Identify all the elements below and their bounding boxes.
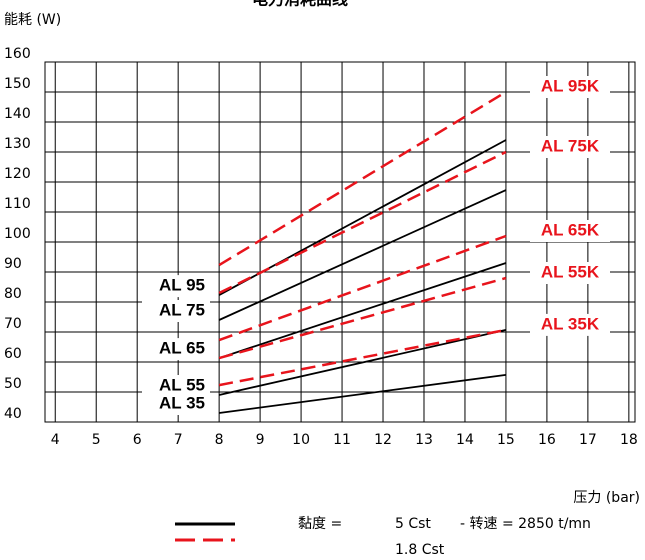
series-label: AL 95 xyxy=(159,276,205,295)
series-label: AL 55K xyxy=(541,262,600,281)
x-tick-label: 16 xyxy=(538,432,556,448)
series-line xyxy=(218,150,507,295)
x-tick-label: 18 xyxy=(620,432,638,448)
legend-solid-label: 5 Cst xyxy=(395,516,431,532)
series-label: AL 65K xyxy=(541,220,600,239)
x-tick-label: 9 xyxy=(256,432,265,448)
x-tick-label: 14 xyxy=(456,432,474,448)
label-bg xyxy=(530,313,610,336)
x-tick-label: 7 xyxy=(174,432,183,448)
y-tick-label: 120 xyxy=(4,166,31,182)
y-tick-label: 80 xyxy=(4,286,22,302)
y-tick-label: 150 xyxy=(4,76,31,92)
y-tick-label: 40 xyxy=(4,406,22,422)
label-bg xyxy=(142,275,210,298)
x-tick-label: 11 xyxy=(333,432,351,448)
x-tick-label: 5 xyxy=(92,432,101,448)
label-bg xyxy=(142,338,210,361)
x-tick-label: 4 xyxy=(51,432,60,448)
legend-prefix: 黏度 = xyxy=(298,516,342,532)
label-bg xyxy=(530,262,610,284)
series-line xyxy=(218,262,507,359)
x-tick-label: 10 xyxy=(292,432,310,448)
series-line xyxy=(218,328,507,387)
label-bg xyxy=(142,300,210,322)
label-bg xyxy=(142,393,210,415)
series-line xyxy=(218,276,507,360)
x-tick-label: 8 xyxy=(215,432,224,448)
y-tick-label: 70 xyxy=(4,316,22,332)
label-bg xyxy=(530,76,610,98)
chart-title: 电力消耗曲线 xyxy=(252,0,348,9)
x-tick-label: 6 xyxy=(133,432,142,448)
y-tick-label: 160 xyxy=(4,46,31,62)
series-label: AL 95K xyxy=(541,76,600,95)
y-tick-label: 90 xyxy=(4,256,22,272)
y-tick-label: 60 xyxy=(4,346,22,362)
y-tick-label: 110 xyxy=(4,196,31,212)
legend-dashed-label: 1.8 Cst xyxy=(395,542,445,558)
y-tick-label: 140 xyxy=(4,106,31,122)
series-line xyxy=(218,329,507,396)
x-tick-label: 12 xyxy=(374,432,392,448)
series-label: AL 65 xyxy=(159,339,205,358)
series-line xyxy=(219,374,507,414)
x-tick-label: 13 xyxy=(415,432,433,448)
series-label: AL 75K xyxy=(541,136,600,155)
x-tick-label: 15 xyxy=(497,432,515,448)
series-label: AL 35K xyxy=(541,314,600,333)
series-label: AL 55 xyxy=(159,375,205,394)
y-tick-label: 130 xyxy=(4,136,31,152)
label-bg xyxy=(142,375,210,397)
series-line xyxy=(218,189,507,321)
y-axis-label: 能耗 (W) xyxy=(4,12,61,28)
series-label: AL 35 xyxy=(159,393,205,412)
series-label: AL 75 xyxy=(159,300,205,319)
label-bg xyxy=(530,220,610,242)
x-axis-label: 压力 (bar) xyxy=(573,490,640,506)
series-line xyxy=(218,234,507,342)
y-tick-label: 100 xyxy=(4,226,31,242)
y-tick-label: 50 xyxy=(4,376,22,392)
series-line xyxy=(218,90,507,267)
x-tick-label: 17 xyxy=(579,432,597,448)
label-bg xyxy=(530,136,610,158)
legend-speed: - 转速 = 2850 t/mn xyxy=(460,516,591,532)
